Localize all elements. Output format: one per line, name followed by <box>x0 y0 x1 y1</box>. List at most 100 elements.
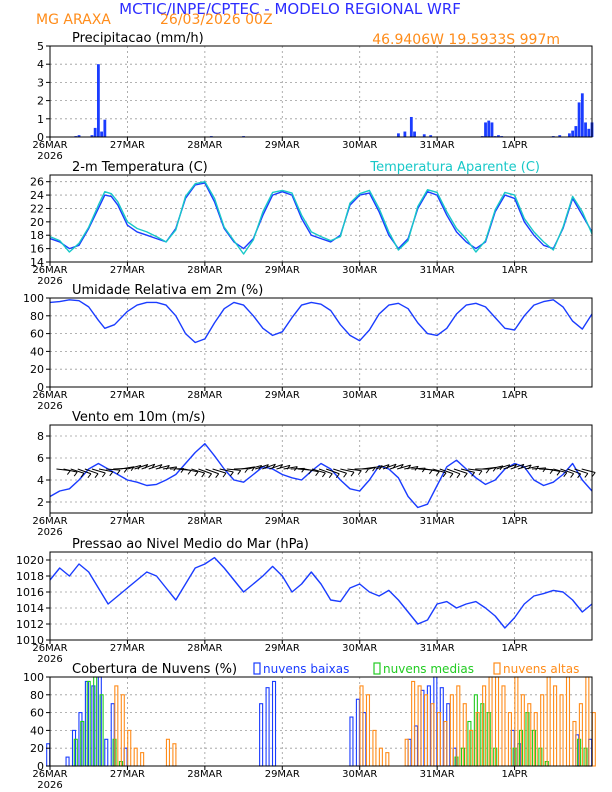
y-tick-label: 0 <box>37 381 44 394</box>
x-tick-label: 26MAR <box>32 140 67 151</box>
wind-barb <box>503 463 517 470</box>
panel-frame <box>49 297 593 388</box>
precip-bar <box>487 120 491 137</box>
cloud-bar-high <box>591 712 596 767</box>
wind-barb-flag <box>471 472 476 477</box>
wind-barb <box>567 468 581 475</box>
y-tick-label: 40 <box>30 724 44 737</box>
wind-barb <box>91 468 106 474</box>
x-tick-label: 1APR <box>501 140 527 151</box>
wind-barb <box>191 468 205 474</box>
cloud-bar-high <box>372 729 377 767</box>
x-tick-label: 28MAR <box>187 390 222 401</box>
wind-barb <box>439 468 454 475</box>
cloud-bar-low <box>65 756 70 767</box>
wind-barb <box>446 468 461 475</box>
cloud-bar-low <box>259 703 264 767</box>
wind-barb <box>318 468 333 475</box>
wind-barb <box>205 468 219 475</box>
wind-barb-flag <box>66 470 71 475</box>
wind-barb <box>524 465 539 470</box>
wind-barb-flag <box>116 469 121 475</box>
wind-barb-flag <box>237 470 242 475</box>
x-tick-label: 28MAR <box>187 265 222 276</box>
wind-barb <box>325 468 340 475</box>
cloud-bar-high <box>553 685 558 767</box>
wind-barb <box>120 466 135 470</box>
wind-barb <box>581 468 596 473</box>
x-tick-label: 30MAR <box>342 643 377 654</box>
series-line <box>49 556 593 629</box>
wind-barb <box>63 468 78 473</box>
series-line <box>49 443 593 509</box>
wind-barb <box>553 468 567 474</box>
wind-barb-flag <box>542 467 547 473</box>
cloud-bar-high <box>456 685 461 767</box>
x-tick-label: 30MAR <box>342 265 377 276</box>
wind-barb-flag <box>449 473 454 478</box>
x-year-label: 2026 <box>37 401 62 412</box>
panels: 0 1 2 3 4 5 26MAR 27MAR 28MAR 29MAR 30MAR 31MAR 1APR… <box>16 31 596 791</box>
y-tick-label: 4 <box>37 474 44 487</box>
y-tick-label: 1018 <box>16 570 44 583</box>
x-tick-label: 28MAR <box>187 643 222 654</box>
wind-barb <box>468 468 483 472</box>
wind-barb <box>560 468 574 475</box>
wind-barb-flag <box>80 472 85 478</box>
cloud-bar-high <box>507 712 512 767</box>
y-tick-label: 6 <box>37 452 44 465</box>
panel-precip: 0 1 2 3 4 5 26MAR 27MAR 28MAR 29MAR 30MAR 31MAR 1APR… <box>32 31 594 162</box>
x-year-label: 2026 <box>37 151 62 162</box>
cloud-bar-high <box>172 743 177 767</box>
wind-barb <box>212 468 227 474</box>
wind-barb-flag <box>308 469 313 475</box>
series-line <box>49 182 593 250</box>
panel-wind: 2 4 6 8 26MAR 27MAR 28MAR 29MAR 30MAR 31MAR 1APR 20… <box>32 410 596 538</box>
x-year-label: 2026 <box>37 527 62 538</box>
wind-barb <box>304 468 319 473</box>
y-tick-label: 1020 <box>16 554 44 567</box>
precip-bar <box>574 126 578 137</box>
precip-bar <box>403 131 407 137</box>
wind-barb-flag <box>229 471 234 477</box>
wind-barb-flag <box>442 472 447 478</box>
wind-barb <box>134 463 148 470</box>
y-tick-label: 1016 <box>16 586 44 599</box>
wind-barb <box>460 468 475 473</box>
panel-title: 2-m Temperatura (C) <box>72 160 208 175</box>
panel-frame <box>49 174 593 263</box>
x-tick-label: 31MAR <box>420 643 455 654</box>
y-tick-label: 2 <box>37 496 44 509</box>
cloud-bar-low <box>271 680 277 767</box>
wind-barb-flag <box>194 471 199 477</box>
wind-barb-flag <box>222 472 227 478</box>
y-tick-label: 24 <box>30 189 44 202</box>
x-year-label: 2026 <box>37 276 62 287</box>
y-tick-label: 20 <box>30 742 44 755</box>
x-tick-label: 26MAR <box>32 516 67 527</box>
wind-barb <box>489 465 504 470</box>
x-tick-label: 1APR <box>501 769 527 780</box>
wind-barb-flag <box>577 473 582 479</box>
wind-barb-flag <box>187 470 192 475</box>
x-tick-label: 1APR <box>501 643 527 654</box>
cloud-bar-low <box>355 698 360 767</box>
wind-barb-flag <box>123 468 128 473</box>
wind-barb <box>517 464 532 470</box>
cloud-bar-high <box>501 685 506 767</box>
wind-barb-flag <box>357 470 362 475</box>
panel-title: Vento em 10m (m/s) <box>72 410 205 425</box>
y-tick-label: 0 <box>37 131 44 144</box>
x-tick-label: 26MAR <box>32 390 67 401</box>
wind-barb <box>347 468 362 472</box>
wind-barb-flag <box>456 473 461 479</box>
wind-barb <box>574 468 589 474</box>
cloud-bar-low <box>349 716 354 767</box>
x-tick-label: 29MAR <box>265 140 300 151</box>
legend-label: nuvens baixas <box>263 662 349 676</box>
y-tick-label: 100 <box>23 292 44 305</box>
wind-barb <box>219 468 234 473</box>
cloud-bar-high <box>436 712 441 767</box>
cloud-bar-high <box>417 685 422 767</box>
